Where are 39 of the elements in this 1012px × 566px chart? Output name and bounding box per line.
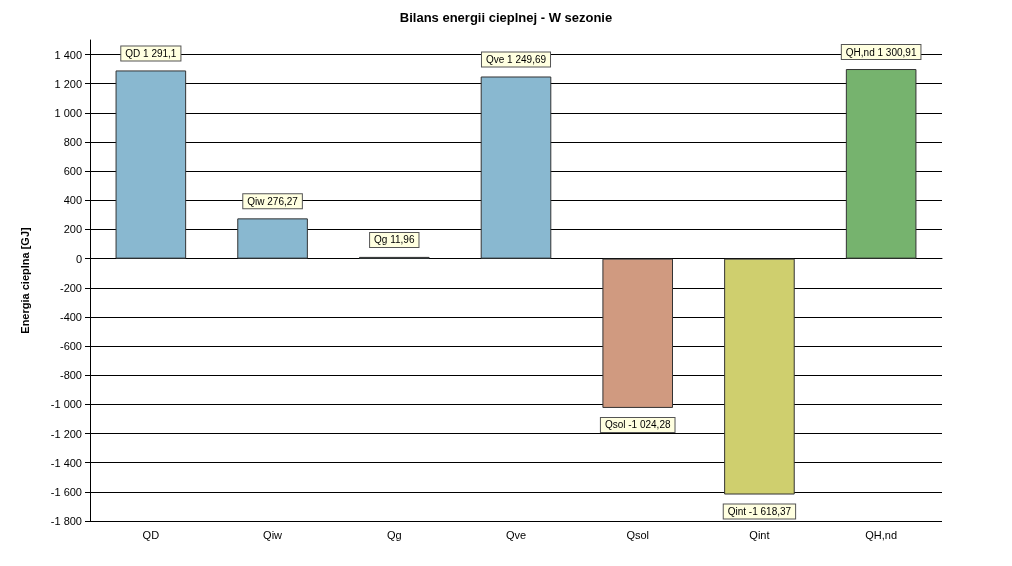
y-tick-label: -600 <box>59 340 82 353</box>
bar <box>845 69 917 259</box>
y-tick-label: -1 000 <box>50 398 82 411</box>
y-tick-label: 1 000 <box>54 106 82 119</box>
chart-title: Bilans energii cieplnej - W sezonie <box>399 10 613 25</box>
bar <box>724 258 795 495</box>
y-tick-label: 400 <box>63 194 82 207</box>
data-label: QD 1 291,1 <box>125 47 177 59</box>
bar <box>115 70 187 259</box>
y-tick-label: 200 <box>63 223 82 236</box>
data-label: Qg 11,96 <box>374 234 415 246</box>
data-label: Qiw 276,27 <box>247 195 299 207</box>
data-label: Qint -1 618,37 <box>727 506 792 518</box>
bar <box>480 76 552 259</box>
y-tick-label: 800 <box>63 136 82 149</box>
y-axis-title: Energia cieplna [GJ] <box>18 226 31 334</box>
y-tick-label: 600 <box>63 165 82 178</box>
y-tick-label: -200 <box>59 281 82 294</box>
x-tick-label: QH,nd <box>865 528 898 541</box>
y-tick-label: -800 <box>59 369 82 382</box>
y-tick-label: -1 200 <box>50 427 82 440</box>
y-tick-label: 1 200 <box>54 77 82 90</box>
data-label: Qve 1 249,69 <box>485 53 547 65</box>
y-tick-label: 1 400 <box>54 48 82 61</box>
x-tick-label: Qsol <box>626 528 650 541</box>
data-label: QH,nd 1 300,91 <box>845 46 917 58</box>
y-tick-label: -400 <box>59 310 82 323</box>
x-tick-label: Qint <box>749 528 770 541</box>
x-tick-label: Qiw <box>263 528 283 541</box>
x-tick-label: Qve <box>505 528 527 541</box>
y-tick-label: -1 600 <box>50 485 82 498</box>
x-tick-label: Qg <box>386 528 402 541</box>
y-tick-label: -1 800 <box>50 515 82 527</box>
data-label: Qsol -1 024,28 <box>604 419 671 431</box>
y-tick-label: -1 400 <box>50 456 82 469</box>
y-tick-label: 0 <box>75 252 82 265</box>
x-tick-label: QD <box>142 528 160 541</box>
bar <box>237 218 308 259</box>
bar <box>602 258 674 408</box>
